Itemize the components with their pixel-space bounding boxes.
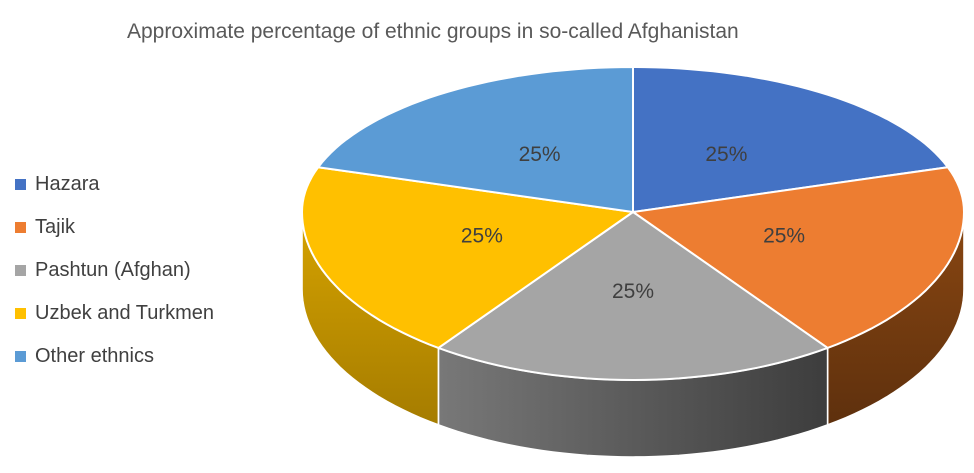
slice-pashtun-afghan- (437, 211, 829, 381)
legend-marker-tajik (15, 221, 26, 233)
legend: Hazara Tajik Pashtun (Afghan) Uzbek and … (15, 172, 214, 387)
slice-label: 25% (763, 224, 805, 247)
slice-hazara (632, 66, 949, 213)
chart-title: Approximate percentage of ethnic groups … (127, 20, 739, 43)
legend-label: Uzbek and Turkmen (35, 301, 214, 324)
slice-label: 25% (612, 280, 654, 303)
legend-marker-pashtun (15, 264, 26, 276)
legend-marker-uzbek-turkmen (15, 307, 26, 319)
slice-label: 25% (519, 143, 561, 166)
legend-marker-other-ethnics (15, 350, 26, 362)
legend-item-other-ethnics: Other ethnics (15, 344, 214, 368)
slice-other-ethnics (317, 66, 634, 213)
legend-item-uzbek-turkmen: Uzbek and Turkmen (15, 301, 214, 325)
legend-marker-hazara (15, 178, 26, 190)
legend-label: Hazara (35, 172, 100, 195)
legend-label: Tajik (35, 215, 76, 238)
legend-item-hazara: Hazara (15, 172, 214, 196)
slice-tajik (632, 166, 965, 349)
slice-label: 25% (461, 224, 503, 247)
legend-item-tajik: Tajik (15, 215, 214, 239)
slice-label: 25% (705, 143, 747, 166)
legend-label: Other ethnics (35, 344, 154, 367)
legend-label: Pashtun (Afghan) (35, 258, 191, 281)
slice-uzbek-and-turkmen (301, 166, 634, 349)
legend-item-pashtun: Pashtun (Afghan) (15, 258, 214, 282)
